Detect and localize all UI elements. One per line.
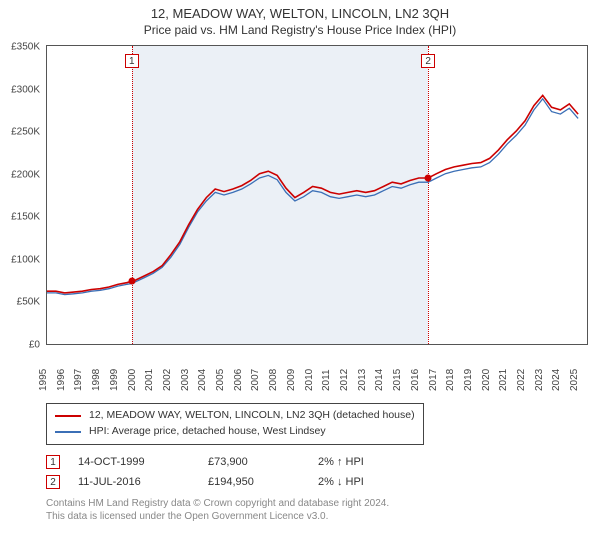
chart-svg: [47, 46, 587, 344]
y-tick-label: £300K: [11, 84, 40, 95]
y-tick-label: £350K: [11, 42, 40, 53]
x-tick-label: 2004: [197, 369, 208, 391]
x-tick-label: 2016: [410, 369, 421, 391]
x-tick-label: 2003: [180, 369, 191, 391]
y-tick-label: £100K: [11, 254, 40, 265]
x-tick-label: 1999: [109, 369, 120, 391]
x-tick-label: 2012: [339, 369, 350, 391]
y-axis-ticks: £0£50K£100K£150K£200K£250K£300K£350K: [0, 45, 44, 345]
sale-marker-box-1: 1: [125, 54, 139, 68]
x-tick-label: 2011: [321, 369, 332, 391]
legend-item: 12, MEADOW WAY, WELTON, LINCOLN, LN2 3QH…: [55, 408, 415, 424]
sale-delta: 2% ↑ HPI: [318, 456, 364, 468]
sale-price: £194,950: [208, 476, 318, 488]
footer-line-2: This data is licensed under the Open Gov…: [46, 510, 582, 523]
legend-item: HPI: Average price, detached house, West…: [55, 424, 415, 440]
x-tick-label: 2009: [286, 369, 297, 391]
x-tick-label: 2023: [534, 369, 545, 391]
sale-marker-line-1: [132, 46, 133, 344]
x-tick-label: 2013: [357, 369, 368, 391]
legend-label: 12, MEADOW WAY, WELTON, LINCOLN, LN2 3QH…: [89, 408, 415, 424]
x-tick-label: 2008: [268, 369, 279, 391]
sale-date: 14-OCT-1999: [78, 456, 208, 468]
x-tick-label: 2006: [233, 369, 244, 391]
title-block: 12, MEADOW WAY, WELTON, LINCOLN, LN2 3QH…: [0, 0, 600, 39]
x-tick-label: 2018: [445, 369, 456, 391]
x-tick-label: 2001: [144, 369, 155, 391]
chart-subtitle: Price paid vs. HM Land Registry's House …: [0, 23, 600, 37]
chart-area: £0£50K£100K£150K£200K£250K£300K£350K 12 …: [0, 39, 600, 399]
x-tick-label: 1995: [38, 369, 49, 391]
y-tick-label: £150K: [11, 212, 40, 223]
series-hpi: [47, 99, 578, 295]
legend-box: 12, MEADOW WAY, WELTON, LINCOLN, LN2 3QH…: [46, 403, 424, 445]
footer-note: Contains HM Land Registry data © Crown c…: [46, 497, 582, 523]
plot-area: 12: [46, 45, 588, 345]
x-tick-label: 2022: [516, 369, 527, 391]
x-tick-label: 2017: [428, 369, 439, 391]
footer-line-1: Contains HM Land Registry data © Crown c…: [46, 497, 582, 510]
sales-table: 1 14-OCT-1999£73,9002% ↑ HPI 2 11-JUL-2016£…: [46, 455, 582, 489]
y-tick-label: £200K: [11, 169, 40, 180]
sale-delta: 2% ↓ HPI: [318, 476, 364, 488]
legend-label: HPI: Average price, detached house, West…: [89, 424, 326, 440]
x-tick-label: 2014: [374, 369, 385, 391]
x-tick-label: 2019: [463, 369, 474, 391]
x-axis-ticks: 1995199619971998199920002001200220032004…: [46, 347, 588, 399]
x-tick-label: 1998: [91, 369, 102, 391]
x-tick-label: 2025: [569, 369, 580, 391]
x-tick-label: 2000: [127, 369, 138, 391]
x-tick-label: 2020: [481, 369, 492, 391]
x-tick-label: 1997: [73, 369, 84, 391]
x-tick-label: 2005: [215, 369, 226, 391]
chart-title: 12, MEADOW WAY, WELTON, LINCOLN, LN2 3QH: [0, 6, 600, 21]
x-tick-label: 2002: [162, 369, 173, 391]
x-tick-label: 2010: [304, 369, 315, 391]
sale-date: 11-JUL-2016: [78, 476, 208, 488]
sale-price: £73,900: [208, 456, 318, 468]
y-tick-label: £50K: [17, 297, 40, 308]
x-tick-label: 2021: [498, 369, 509, 391]
sale-idx-box: 2: [46, 475, 60, 489]
sale-row: 2 11-JUL-2016£194,9502% ↓ HPI: [46, 475, 582, 489]
sale-row: 1 14-OCT-1999£73,9002% ↑ HPI: [46, 455, 582, 469]
x-tick-label: 1996: [56, 369, 67, 391]
series-subject: [47, 95, 578, 293]
legend-swatch: [55, 431, 81, 433]
sale-dot-2: [425, 175, 432, 182]
y-tick-label: £0: [29, 340, 40, 351]
sale-marker-box-2: 2: [421, 54, 435, 68]
x-tick-label: 2007: [250, 369, 261, 391]
sale-idx-box: 1: [46, 455, 60, 469]
legend-and-footer: 12, MEADOW WAY, WELTON, LINCOLN, LN2 3QH…: [0, 399, 600, 529]
legend-swatch: [55, 415, 81, 417]
sale-dot-1: [128, 278, 135, 285]
x-tick-label: 2024: [551, 369, 562, 391]
y-tick-label: £250K: [11, 127, 40, 138]
x-tick-label: 2015: [392, 369, 403, 391]
sale-marker-line-2: [428, 46, 429, 344]
